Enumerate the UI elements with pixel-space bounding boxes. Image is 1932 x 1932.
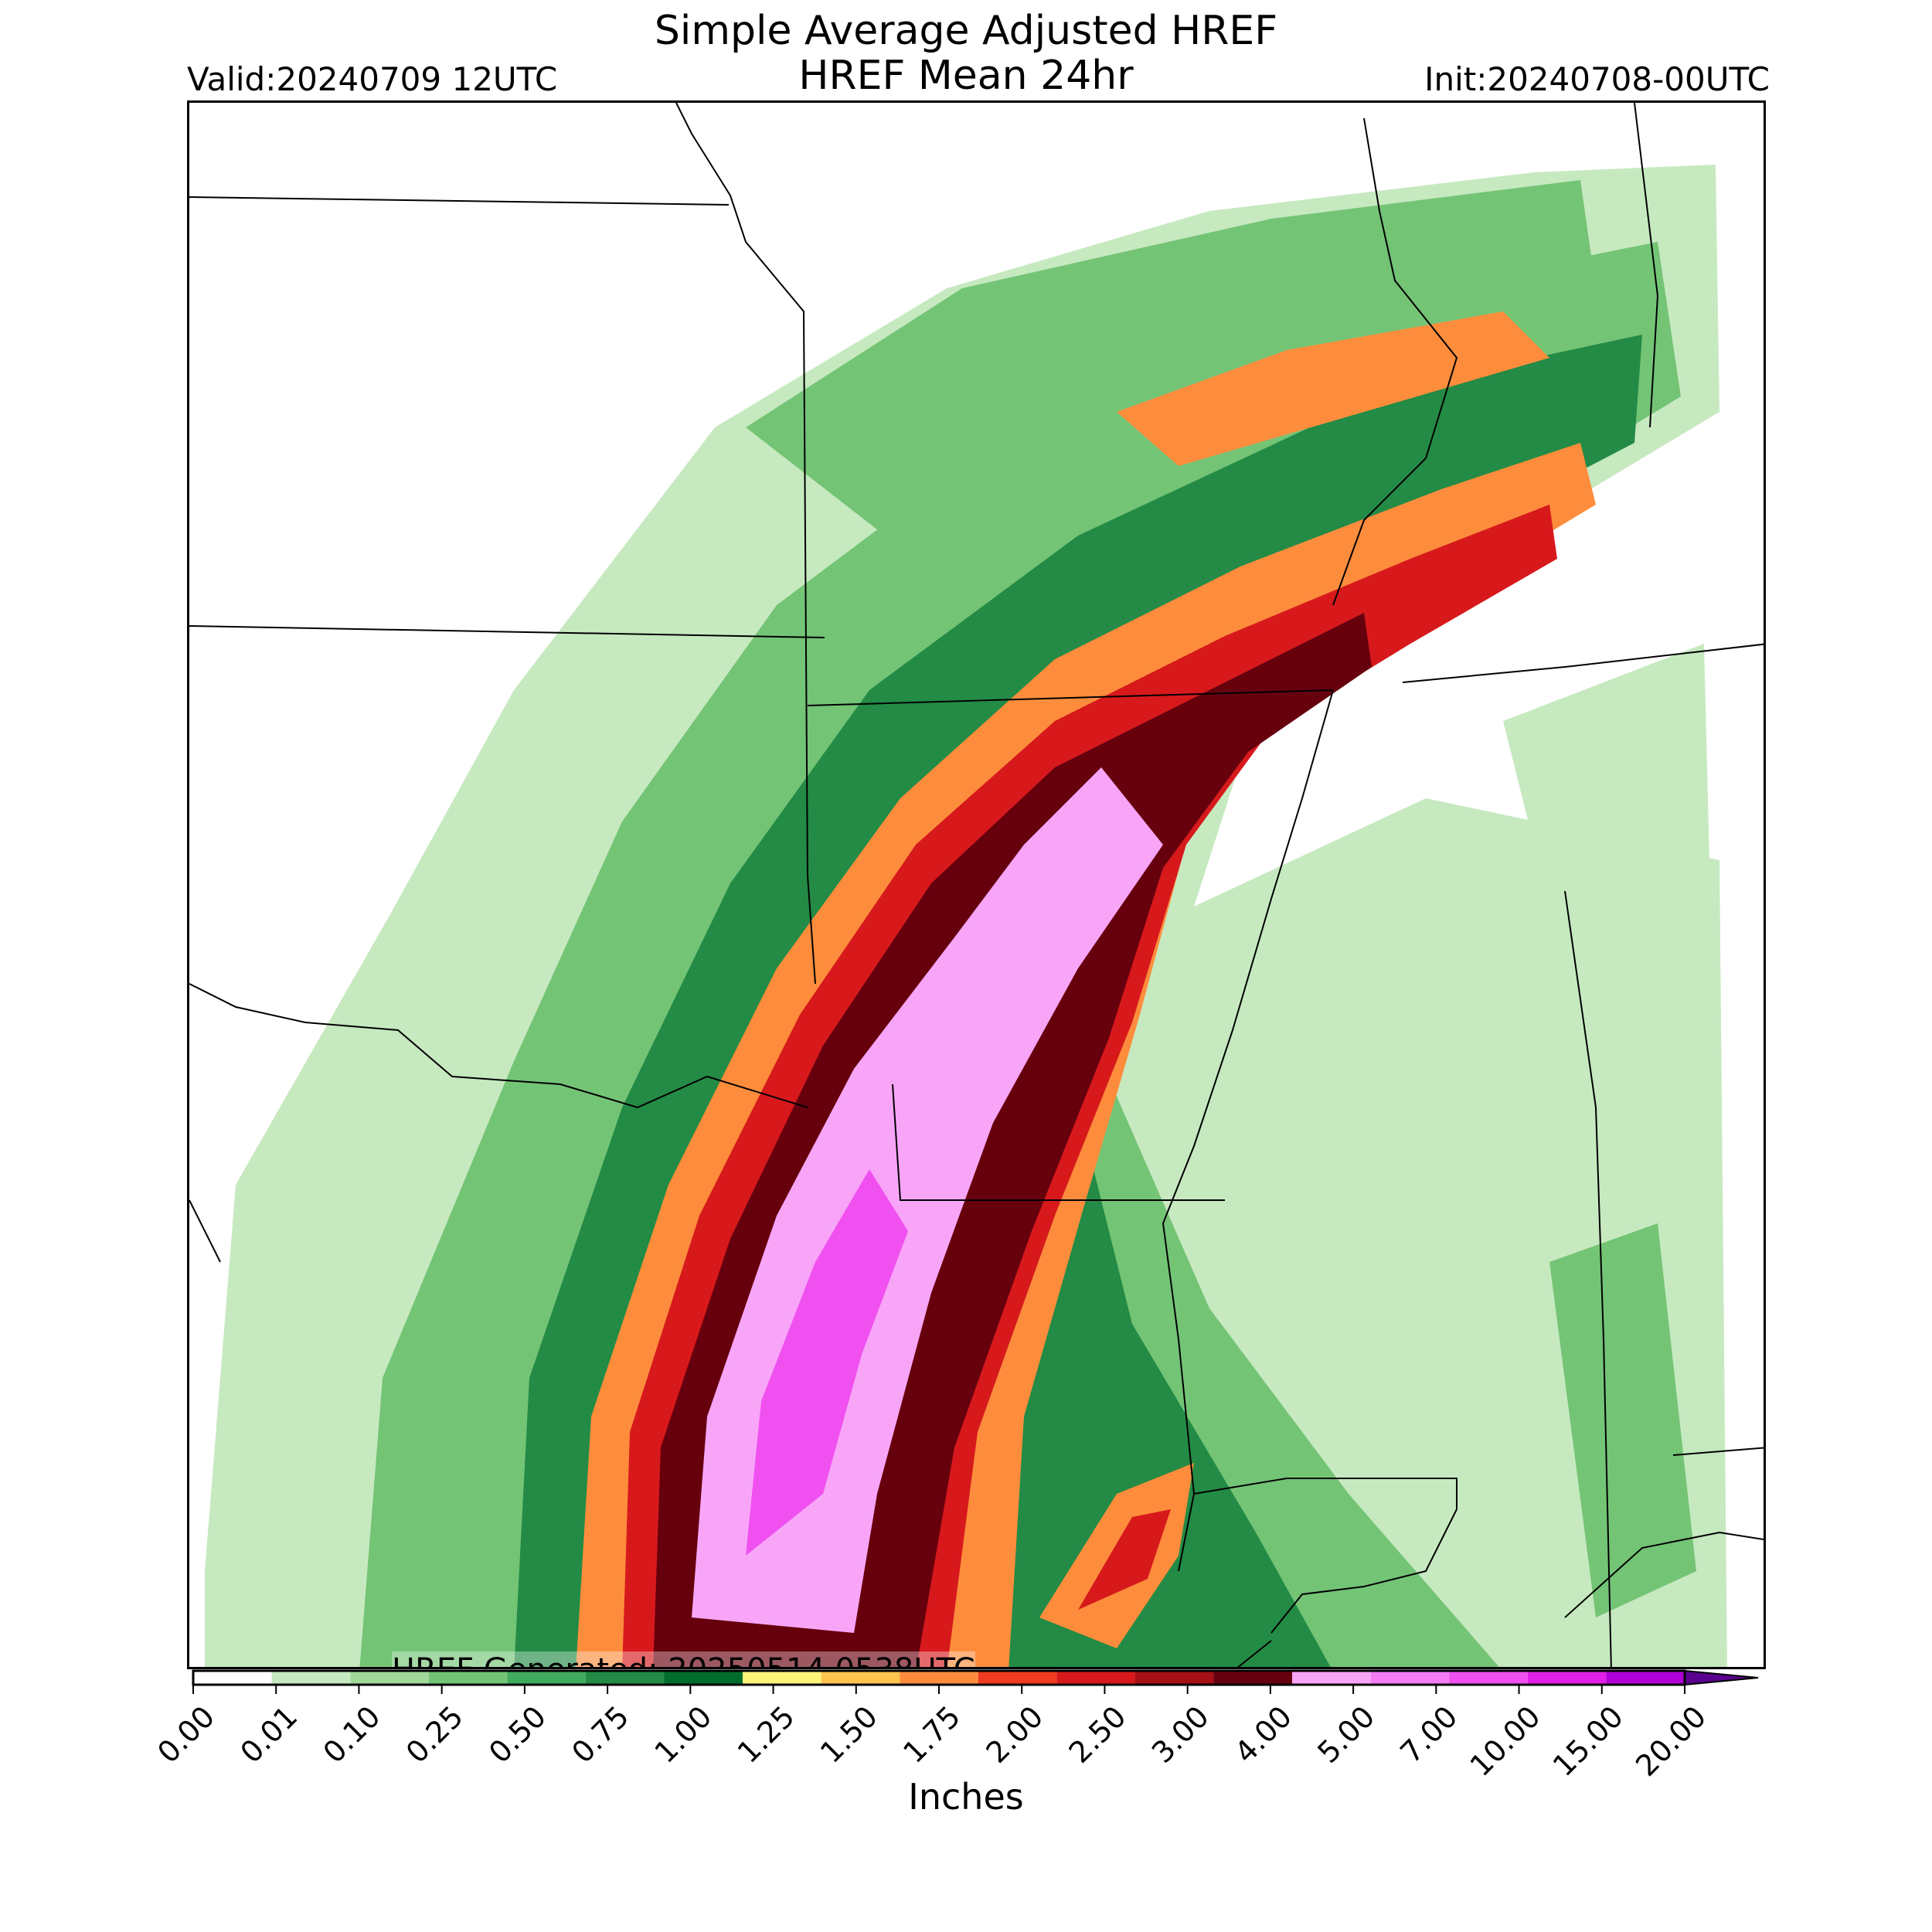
state-border-4 <box>1162 689 1334 1572</box>
colorbar-tick-label-5: 0.75 <box>565 1699 635 1770</box>
state-border-9 <box>189 983 808 1109</box>
state-border-8 <box>1564 890 1612 1667</box>
state-border-15 <box>1236 1640 1272 1667</box>
precip-region-13 <box>1549 1223 1696 1617</box>
generated-timestamp: HREF Generated: 20250514 0538UTC <box>392 1651 975 1667</box>
colorbar-tick-label-2: 0.10 <box>317 1699 387 1770</box>
precip-region-12 <box>1503 644 1716 1107</box>
colorbar-tick-label-3: 0.25 <box>400 1699 470 1770</box>
state-border-14 <box>1672 1447 1764 1456</box>
precip-region-11 <box>1078 1509 1171 1610</box>
colorbar-tick-label-18: 20.00 <box>1629 1699 1713 1783</box>
state-border-7 <box>1634 103 1659 428</box>
colorbar-tick-label-8: 1.50 <box>814 1699 884 1770</box>
precipitation-field <box>205 165 1727 1667</box>
state-border-1 <box>675 103 816 985</box>
colorbar-box-9 <box>900 1671 978 1685</box>
colorbar-box-12 <box>1134 1671 1214 1685</box>
colorbar-box-16 <box>1449 1671 1528 1685</box>
init-time-label: Init:20240708-00UTC <box>1424 60 1770 98</box>
colorbar-box-18 <box>1606 1671 1685 1685</box>
colorbar-box-7 <box>743 1671 821 1685</box>
colorbar-box-14 <box>1292 1671 1371 1685</box>
colorbar-box-3 <box>428 1671 508 1685</box>
precipitation-map <box>189 103 1764 1667</box>
state-border-2 <box>189 625 825 638</box>
colorbar-box-1 <box>271 1671 351 1685</box>
state-borders <box>189 103 1764 1667</box>
colorbar-tick-label-0: 0.00 <box>151 1699 221 1770</box>
chart-subtitle: HREF Mean 24hr <box>798 53 1134 99</box>
colorbar-tick-label-17: 15.00 <box>1546 1699 1630 1783</box>
colorbar-box-10 <box>978 1671 1057 1685</box>
state-border-16 <box>189 1199 221 1263</box>
colorbar-box-15 <box>1370 1671 1450 1685</box>
colorbar-tick-label-14: 5.00 <box>1311 1699 1381 1770</box>
precip-region-8 <box>746 180 1596 536</box>
state-border-6 <box>1402 643 1764 683</box>
state-border-10 <box>892 1083 1225 1201</box>
chart-title: Simple Average Adjusted HREF <box>654 8 1278 54</box>
colorbar-box-8 <box>821 1671 900 1685</box>
state-border-3 <box>807 689 1334 706</box>
map-panel: HREF Generated: 20250514 0538UTC <box>187 100 1766 1669</box>
colorbar-tick-label-4: 0.50 <box>482 1699 553 1770</box>
colorbar-tick-label-1: 0.01 <box>233 1699 304 1770</box>
state-border-11 <box>1193 1478 1458 1509</box>
state-border-5 <box>1332 117 1458 606</box>
colorbar-tick-label-10: 2.00 <box>979 1699 1049 1770</box>
state-border-0 <box>189 196 730 206</box>
precip-region-7 <box>746 1169 908 1556</box>
state-border-13 <box>1564 1531 1764 1618</box>
colorbar-box-4 <box>507 1671 586 1685</box>
colorbar-units-label: Inches <box>908 1776 1024 1818</box>
colorbar-box-13 <box>1213 1671 1293 1685</box>
colorbar-tick-label-15: 7.00 <box>1394 1699 1464 1770</box>
state-border-12 <box>1270 1509 1458 1634</box>
colorbar-box-0 <box>193 1671 272 1685</box>
colorbar-box-11 <box>1056 1671 1135 1685</box>
colorbar-tick-label-9: 1.75 <box>896 1699 967 1770</box>
colorbar-box-6 <box>664 1671 743 1685</box>
colorbar-tick-label-13: 4.00 <box>1228 1699 1298 1770</box>
colorbar-tick-label-7: 1.25 <box>731 1699 801 1770</box>
valid-time-label: Valid:20240709 12UTC <box>187 60 558 98</box>
colorbar-box-2 <box>350 1671 429 1685</box>
colorbar-extend-arrow <box>1684 1669 1759 1686</box>
colorbar-tick-label-16: 10.00 <box>1464 1699 1547 1783</box>
colorbar-outline <box>192 1669 1686 1686</box>
colorbar-tick-label-11: 2.50 <box>1063 1699 1133 1770</box>
colorbar-box-17 <box>1527 1671 1607 1685</box>
colorbar-tick-label-12: 3.00 <box>1145 1699 1216 1770</box>
precip-region-9 <box>1117 311 1549 466</box>
colorbar-box-5 <box>585 1671 665 1685</box>
colorbar-tick-label-6: 1.00 <box>648 1699 719 1770</box>
